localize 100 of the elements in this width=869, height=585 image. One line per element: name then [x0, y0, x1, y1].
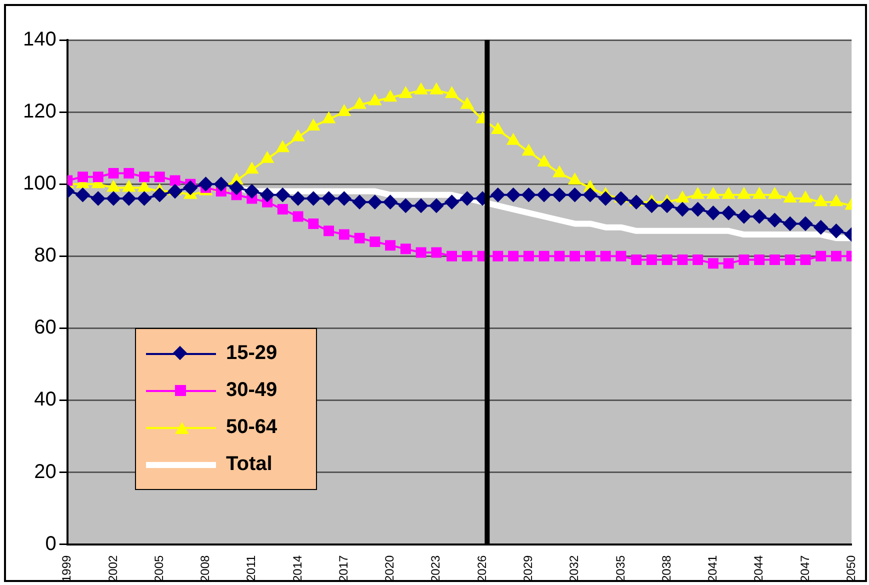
- point: [307, 119, 320, 130]
- point: [768, 213, 782, 228]
- point: [277, 204, 288, 215]
- point: [308, 218, 319, 229]
- point: [784, 254, 796, 265]
- point: [629, 195, 644, 210]
- y-tick-label: 20: [34, 460, 56, 483]
- point: [523, 250, 534, 262]
- point: [490, 188, 505, 202]
- point: [322, 191, 336, 206]
- point: [584, 250, 596, 262]
- point: [429, 198, 444, 213]
- point: [354, 232, 365, 244]
- point: [338, 229, 350, 240]
- point: [644, 198, 659, 213]
- y-tick-label: 120: [22, 100, 56, 123]
- point: [614, 191, 628, 206]
- point: [769, 254, 780, 265]
- point: [106, 191, 120, 206]
- point: [754, 254, 765, 265]
- point: [338, 105, 350, 116]
- point: [168, 184, 182, 198]
- point: [723, 258, 734, 269]
- y-tick-label: 0: [45, 532, 56, 555]
- point: [260, 188, 274, 202]
- point: [138, 180, 150, 192]
- point: [368, 94, 382, 106]
- point: [460, 191, 474, 206]
- point: [707, 188, 720, 199]
- point: [600, 250, 611, 262]
- point: [170, 175, 180, 186]
- point: [538, 250, 550, 262]
- point: [152, 188, 167, 202]
- point: [568, 173, 582, 184]
- point: [675, 202, 690, 216]
- point: [783, 216, 798, 231]
- point: [814, 220, 828, 234]
- point: [800, 254, 811, 265]
- point: [738, 254, 750, 265]
- point: [690, 202, 705, 216]
- point: [353, 98, 366, 109]
- point: [384, 90, 396, 102]
- point: [752, 210, 766, 224]
- point: [554, 250, 565, 262]
- point: [244, 184, 259, 198]
- point: [337, 191, 352, 206]
- point: [538, 155, 550, 166]
- point: [736, 210, 751, 224]
- point: [370, 236, 380, 247]
- point: [537, 188, 552, 202]
- point: [753, 188, 766, 199]
- legend-label: 50-64: [226, 416, 278, 439]
- point: [446, 87, 458, 98]
- point: [124, 168, 134, 179]
- point: [492, 250, 504, 262]
- point: [522, 144, 535, 156]
- point: [276, 141, 289, 152]
- point: [616, 250, 626, 262]
- y-tick-label: 40: [34, 388, 56, 411]
- point: [399, 87, 412, 98]
- y-tick-label: 60: [34, 316, 56, 339]
- point: [798, 216, 812, 231]
- point: [829, 224, 844, 238]
- point: [799, 191, 812, 202]
- legend-label: Total: [226, 453, 272, 476]
- point: [107, 180, 120, 192]
- x-tick-label: 1999: [60, 554, 74, 582]
- y-tick-label: 140: [22, 28, 56, 51]
- legend-label: 15-29: [226, 342, 278, 365]
- point: [444, 195, 459, 210]
- point: [722, 206, 736, 220]
- point: [322, 112, 335, 124]
- point: [261, 152, 274, 163]
- point: [446, 250, 458, 262]
- point: [198, 177, 213, 192]
- point: [662, 254, 672, 265]
- point: [92, 172, 104, 182]
- point: [692, 254, 704, 265]
- point: [816, 250, 826, 262]
- point: [492, 123, 504, 134]
- point: [214, 177, 228, 192]
- point: [462, 250, 472, 262]
- point: [76, 188, 90, 202]
- point: [154, 172, 165, 182]
- point: [738, 188, 750, 199]
- point: [416, 247, 426, 258]
- point: [137, 191, 152, 206]
- point: [383, 195, 398, 210]
- point: [646, 254, 657, 265]
- point: [570, 250, 580, 262]
- point: [598, 191, 613, 206]
- point: [830, 195, 842, 206]
- point: [108, 168, 119, 179]
- point: [91, 191, 106, 206]
- point: [122, 180, 136, 192]
- point: [568, 188, 582, 202]
- point: [306, 191, 320, 206]
- point: [183, 180, 198, 195]
- point: [78, 172, 88, 182]
- point: [460, 98, 474, 109]
